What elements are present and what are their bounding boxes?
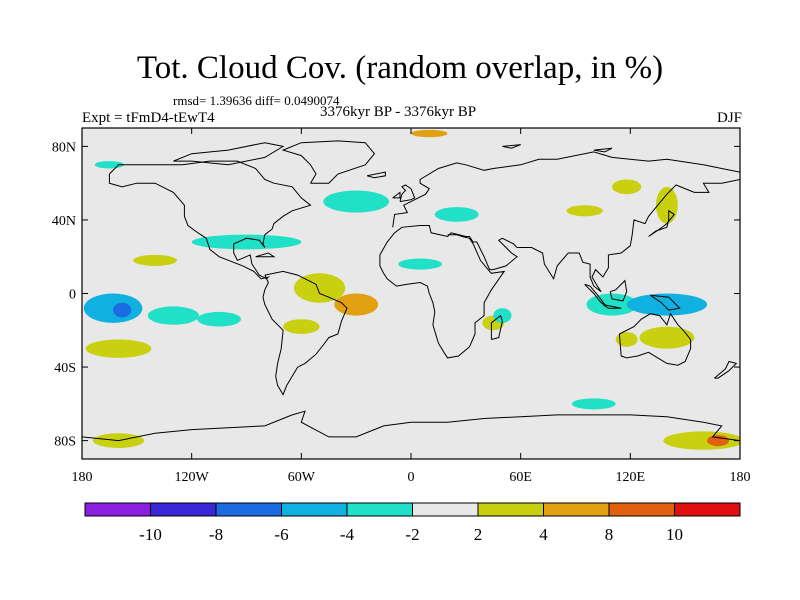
anomaly-patch <box>571 398 616 410</box>
coastline <box>648 209 675 237</box>
x-tick-label: 180 <box>72 470 93 485</box>
anomaly-patch <box>434 207 479 222</box>
anomaly-patch <box>586 293 638 316</box>
experiment-label: Expt = tFmD4-tEwT4 <box>82 110 215 126</box>
anomaly-patch <box>191 234 302 250</box>
anomaly-patch <box>133 254 178 266</box>
y-tick-label: 80N <box>52 140 76 155</box>
colorbar-swatch <box>150 502 217 517</box>
colorbar-swatch <box>215 502 282 517</box>
anomaly-patch <box>113 302 132 318</box>
colorbar-label: 4 <box>539 525 548 544</box>
colorbar-swatch <box>412 502 479 517</box>
colorbar-label: 8 <box>605 525 614 544</box>
colorbar-label: -6 <box>274 525 288 544</box>
anomaly-patch <box>294 273 346 303</box>
anomaly-patch <box>147 306 199 325</box>
anomaly-patch <box>566 205 603 217</box>
anomaly-patch <box>612 179 642 195</box>
anomaly-patch <box>197 311 242 327</box>
anomaly-patch <box>83 293 143 323</box>
anomaly-patch <box>85 339 152 358</box>
x-tick-label: 180 <box>730 470 751 485</box>
colorbar-swatch <box>543 502 610 517</box>
coastline <box>618 312 692 366</box>
coastline <box>108 160 312 280</box>
page-title: Tot. Cloud Cov. (random overlap, in %) <box>136 50 664 86</box>
coastline <box>173 142 285 166</box>
anomaly-patch <box>283 319 320 334</box>
coastline <box>609 279 628 302</box>
colorbar-swatch <box>674 502 741 517</box>
coastline <box>82 410 740 442</box>
y-tick-label: 40N <box>52 214 76 229</box>
coastline <box>255 252 276 258</box>
colorbar-label: -10 <box>139 525 162 544</box>
colorbar-swatch <box>608 502 675 517</box>
colorbar-label: 2 <box>474 525 483 544</box>
colorbar: -10 -8 -6 -4 -2 2 4 8 10 <box>84 502 741 544</box>
colorbar-label: -4 <box>340 525 355 544</box>
anomaly-patch <box>655 186 678 224</box>
map-background <box>82 128 740 459</box>
anomaly-patch <box>398 258 443 270</box>
x-tick-label: 60E <box>509 470 532 485</box>
x-tick-label: 60W <box>288 470 316 485</box>
season-label: DJF <box>716 110 742 126</box>
coastline <box>399 184 416 203</box>
coastline-layer <box>82 140 740 442</box>
coastline <box>502 144 521 149</box>
anomaly-patch <box>626 293 708 316</box>
coastline <box>366 171 386 179</box>
coastline <box>392 191 401 199</box>
colorbar-label: -2 <box>405 525 419 544</box>
stats-label: rmsd= 1.39636 diff= 0.0490074 <box>173 93 340 108</box>
colorbar-swatch <box>477 502 544 517</box>
coastline <box>262 270 348 396</box>
anomaly-patch <box>323 190 390 213</box>
colorbar-swatch <box>281 502 348 517</box>
anomaly-patch <box>334 293 379 316</box>
coastline <box>281 140 376 184</box>
anomaly-patch <box>411 129 448 138</box>
x-tick-label: 120W <box>175 470 210 485</box>
period-label: 3376kyr BP - 3376kyr BP <box>320 104 477 120</box>
colorbar-label: 10 <box>666 525 683 544</box>
anomaly-patch <box>639 326 695 349</box>
anomaly-patch <box>663 431 740 450</box>
colorbar-label: -8 <box>209 525 223 544</box>
anomaly-patch <box>707 435 730 447</box>
axis-ticks: 180 120W 60W 0 60E 120E 180 80N 40N 0 40S 80S <box>52 128 751 485</box>
coastline <box>593 147 613 153</box>
y-tick-label: 80S <box>54 435 76 450</box>
coastline <box>490 314 503 340</box>
coastline <box>650 294 681 311</box>
anomaly-layer <box>83 129 740 450</box>
y-tick-label: 0 <box>69 288 76 303</box>
anomaly-patch <box>493 308 512 323</box>
colorbar-swatch <box>346 502 413 517</box>
colorbar-swatch <box>84 502 151 517</box>
anomaly-patch <box>615 332 638 347</box>
y-tick-label: 40S <box>54 361 76 376</box>
coastline <box>602 304 622 309</box>
x-tick-label: 0 <box>408 470 415 485</box>
x-tick-label: 120E <box>616 470 646 485</box>
coastline <box>379 151 740 359</box>
coastline <box>714 360 738 379</box>
